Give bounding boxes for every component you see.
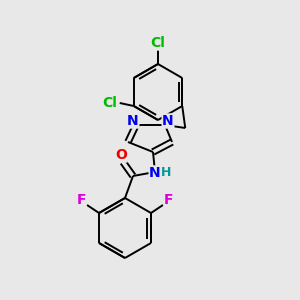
Text: F: F <box>76 193 86 207</box>
Text: N: N <box>149 166 161 180</box>
Text: N: N <box>127 114 139 128</box>
Text: F: F <box>164 193 174 207</box>
Text: O: O <box>115 148 127 162</box>
Text: Cl: Cl <box>151 36 165 50</box>
Text: Cl: Cl <box>102 96 117 110</box>
Text: N: N <box>162 114 174 128</box>
Text: H: H <box>161 167 171 179</box>
